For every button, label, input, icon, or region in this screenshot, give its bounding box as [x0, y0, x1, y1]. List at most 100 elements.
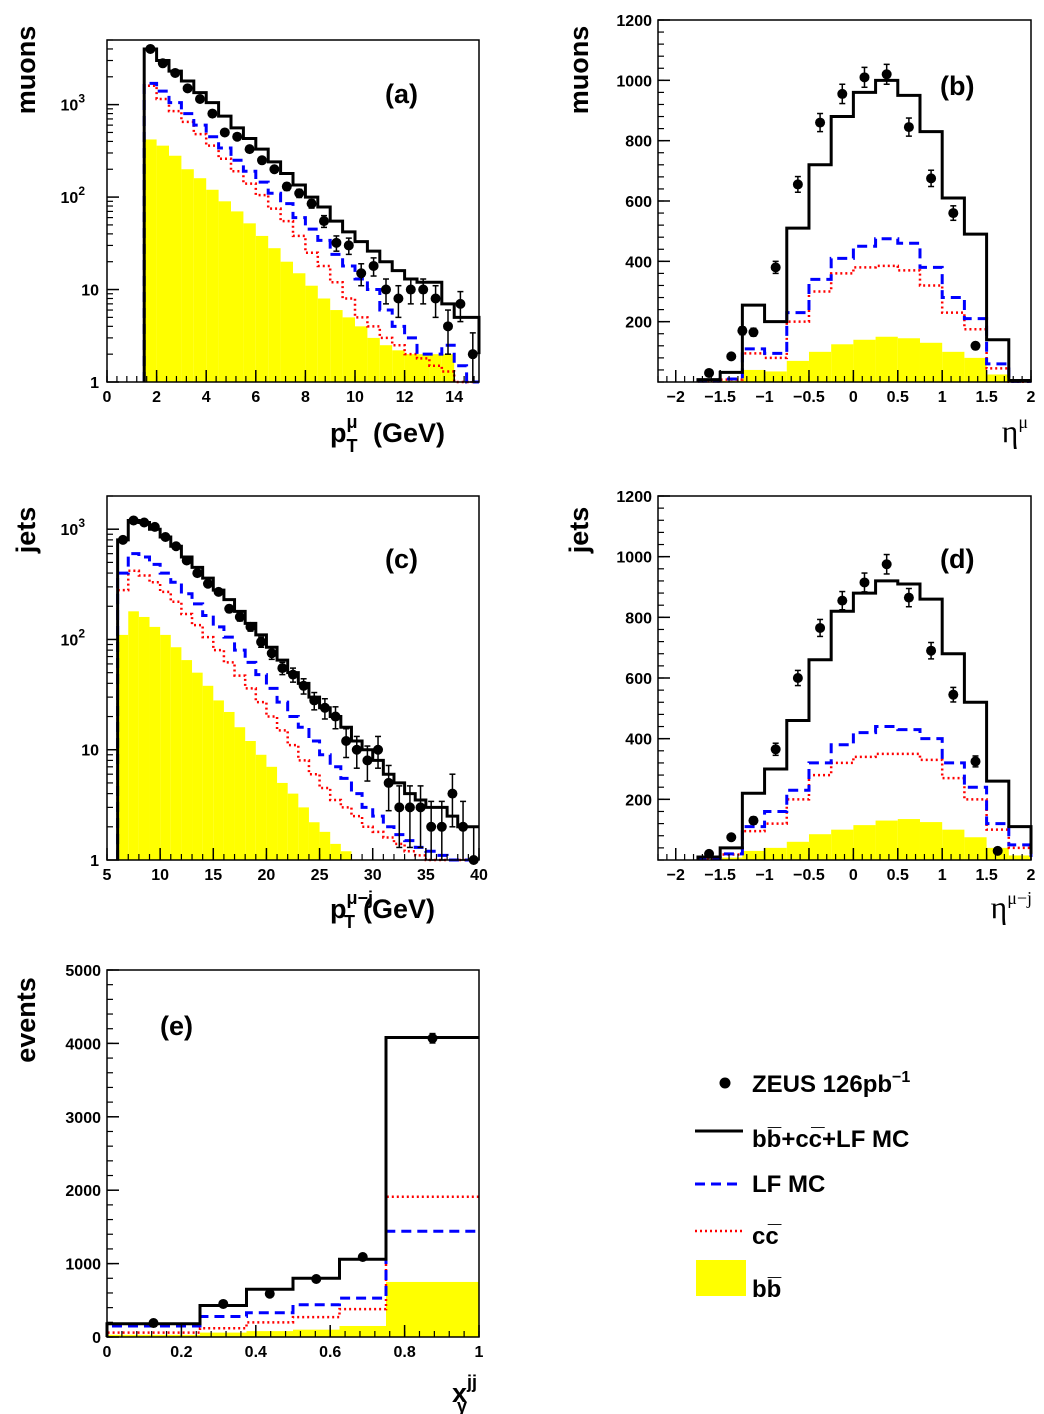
- data-point: [426, 821, 437, 832]
- bb-bar: [181, 660, 193, 860]
- data-point: [792, 179, 803, 190]
- data-point: [415, 802, 426, 813]
- data-point: [418, 284, 429, 295]
- data-point: [726, 351, 737, 362]
- data-point: [748, 327, 759, 338]
- y-tick-base: 10: [61, 632, 79, 649]
- data-point: [264, 1288, 275, 1299]
- y-tick-label: 5000: [65, 963, 101, 980]
- legend-lf-label: LF MC: [752, 1171, 825, 1198]
- data-point: [467, 349, 478, 360]
- y-tick-label: 10: [81, 283, 99, 300]
- y-tick-label: 600: [625, 194, 652, 211]
- lf-mc-histogram: [696, 725, 1033, 860]
- panel-tag: (a): [385, 79, 418, 109]
- y-tick-label: 4000: [65, 1036, 101, 1053]
- y-axis-label: muons: [11, 26, 41, 115]
- data-point: [704, 848, 715, 859]
- x-tick-label: 6: [251, 389, 260, 406]
- data-point: [436, 821, 447, 832]
- bb-bar: [417, 354, 430, 382]
- data-point: [770, 744, 781, 755]
- x-label-subscript: T: [344, 912, 355, 932]
- panel-tag: (d): [940, 544, 974, 574]
- y-tick-label: 1000: [616, 73, 652, 90]
- x-tick-label: 40: [470, 867, 488, 884]
- x-tick-label: 0: [849, 389, 858, 406]
- data-point: [256, 636, 267, 647]
- bb-bar: [340, 851, 352, 860]
- data-point: [427, 1033, 438, 1044]
- bb-bar: [170, 647, 182, 860]
- data-point: [277, 663, 288, 674]
- data-point: [381, 284, 391, 295]
- bb-bar: [305, 285, 318, 382]
- bb-bar: [202, 685, 214, 860]
- data-point: [269, 164, 280, 175]
- bb-bar: [339, 1325, 386, 1337]
- panel-tag: (c): [385, 544, 418, 574]
- total-mc-histogram: [142, 47, 481, 382]
- bb-bar: [367, 337, 380, 382]
- data-point: [926, 645, 937, 656]
- x-axis-label: ημ: [1002, 412, 1028, 449]
- data-point: [455, 298, 466, 309]
- data-point: [341, 736, 352, 747]
- bb-bar: [246, 1331, 293, 1337]
- panel-b: −2 −1.5 −1 −0.5 0 0.5 1 1.5 2 200 400 600 800 1000 120…: [564, 13, 1036, 449]
- x-tick-label: 12: [396, 389, 414, 406]
- bb-bar: [330, 310, 343, 382]
- bb-bar: [192, 672, 203, 860]
- y-tick-label: 400: [625, 732, 652, 749]
- plot-frame: [106, 495, 480, 861]
- data-point: [149, 521, 160, 532]
- data-point: [770, 262, 781, 273]
- legend-data-sup: −1: [892, 1069, 910, 1086]
- x-label-superscript: μ: [347, 412, 358, 432]
- bb-bar: [293, 1329, 340, 1337]
- bb-bar: [330, 843, 341, 860]
- total-mc-histogram: [696, 579, 1033, 860]
- x-label-subscript: T: [347, 436, 358, 456]
- x-tick-label: 25: [311, 867, 329, 884]
- bb-bar: [149, 626, 161, 860]
- bb-bar: [138, 616, 150, 860]
- x-tick-label: 0.4: [245, 1344, 267, 1361]
- legend-data-label: ZEUS 126pb−1: [752, 1069, 910, 1098]
- x-tick-label: 2: [1027, 389, 1036, 406]
- x-label-main: x: [452, 1378, 467, 1408]
- x-axis-label: pμ−j T (GeV): [330, 888, 435, 932]
- bb-bar: [160, 634, 171, 860]
- data-point: [881, 69, 892, 80]
- data-point: [139, 517, 150, 528]
- x-tick-label: 1: [475, 1344, 484, 1361]
- bb-bar: [942, 351, 965, 382]
- bb-bar: [386, 1281, 479, 1337]
- bb-bar: [234, 727, 246, 860]
- bb-bar: [919, 342, 943, 382]
- bb-bar: [964, 837, 987, 860]
- bb-bar: [268, 248, 281, 382]
- data-point: [748, 815, 759, 826]
- bb-bar: [720, 857, 743, 860]
- legend-data-text: ZEUS 126pb: [752, 1071, 892, 1098]
- x-tick-label: 1.5: [975, 867, 997, 884]
- data-point: [859, 577, 870, 588]
- data-point: [383, 777, 394, 788]
- bb-bar: [117, 634, 129, 860]
- data-point: [232, 131, 243, 142]
- legend-bb-swatch: [696, 1260, 746, 1296]
- bb-bar: [128, 611, 139, 860]
- x-axis-label: ημ−j: [990, 888, 1032, 925]
- x-tick-label: −0.5: [793, 389, 825, 406]
- data-point: [181, 555, 192, 566]
- data-point: [224, 603, 235, 614]
- bb-bar: [429, 354, 442, 382]
- bb-bar: [181, 169, 194, 382]
- x-axis-label: pμ T (GeV): [330, 412, 445, 456]
- y-tick-label: 3000: [65, 1110, 101, 1127]
- data-point: [331, 237, 342, 248]
- plot-frame: [106, 969, 480, 1338]
